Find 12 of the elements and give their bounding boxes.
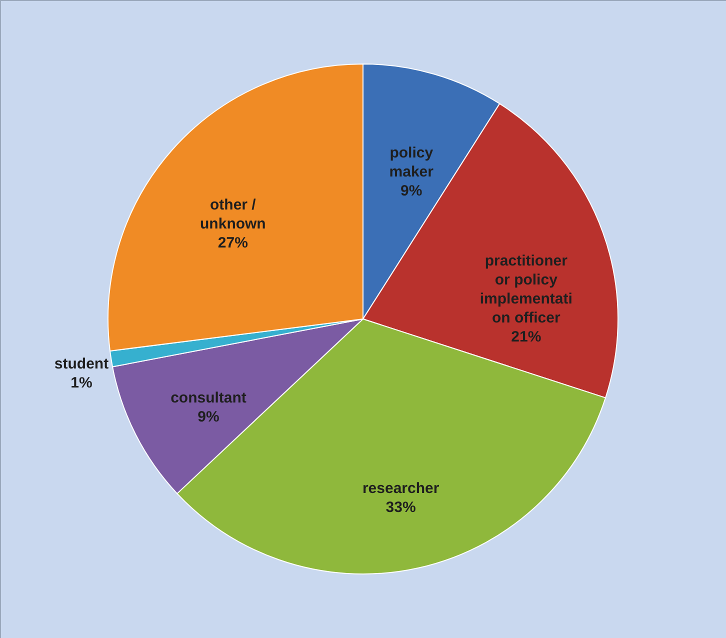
slice-label: other / unknown (200, 196, 266, 232)
data-label: 33% (386, 499, 416, 516)
slice-label: student (54, 356, 109, 373)
data-label: 9% (400, 182, 422, 200)
slice-label: researcher (362, 480, 440, 498)
slice-label: practitioner or policy implementation officer (480, 252, 572, 326)
data-label: 1% (70, 374, 92, 392)
data-label: 27% (218, 234, 248, 252)
data-label: 21% (511, 328, 542, 346)
slice-label: policy maker (389, 144, 434, 180)
slice-label: consultant (170, 390, 246, 407)
data-label: 9% (198, 408, 220, 426)
